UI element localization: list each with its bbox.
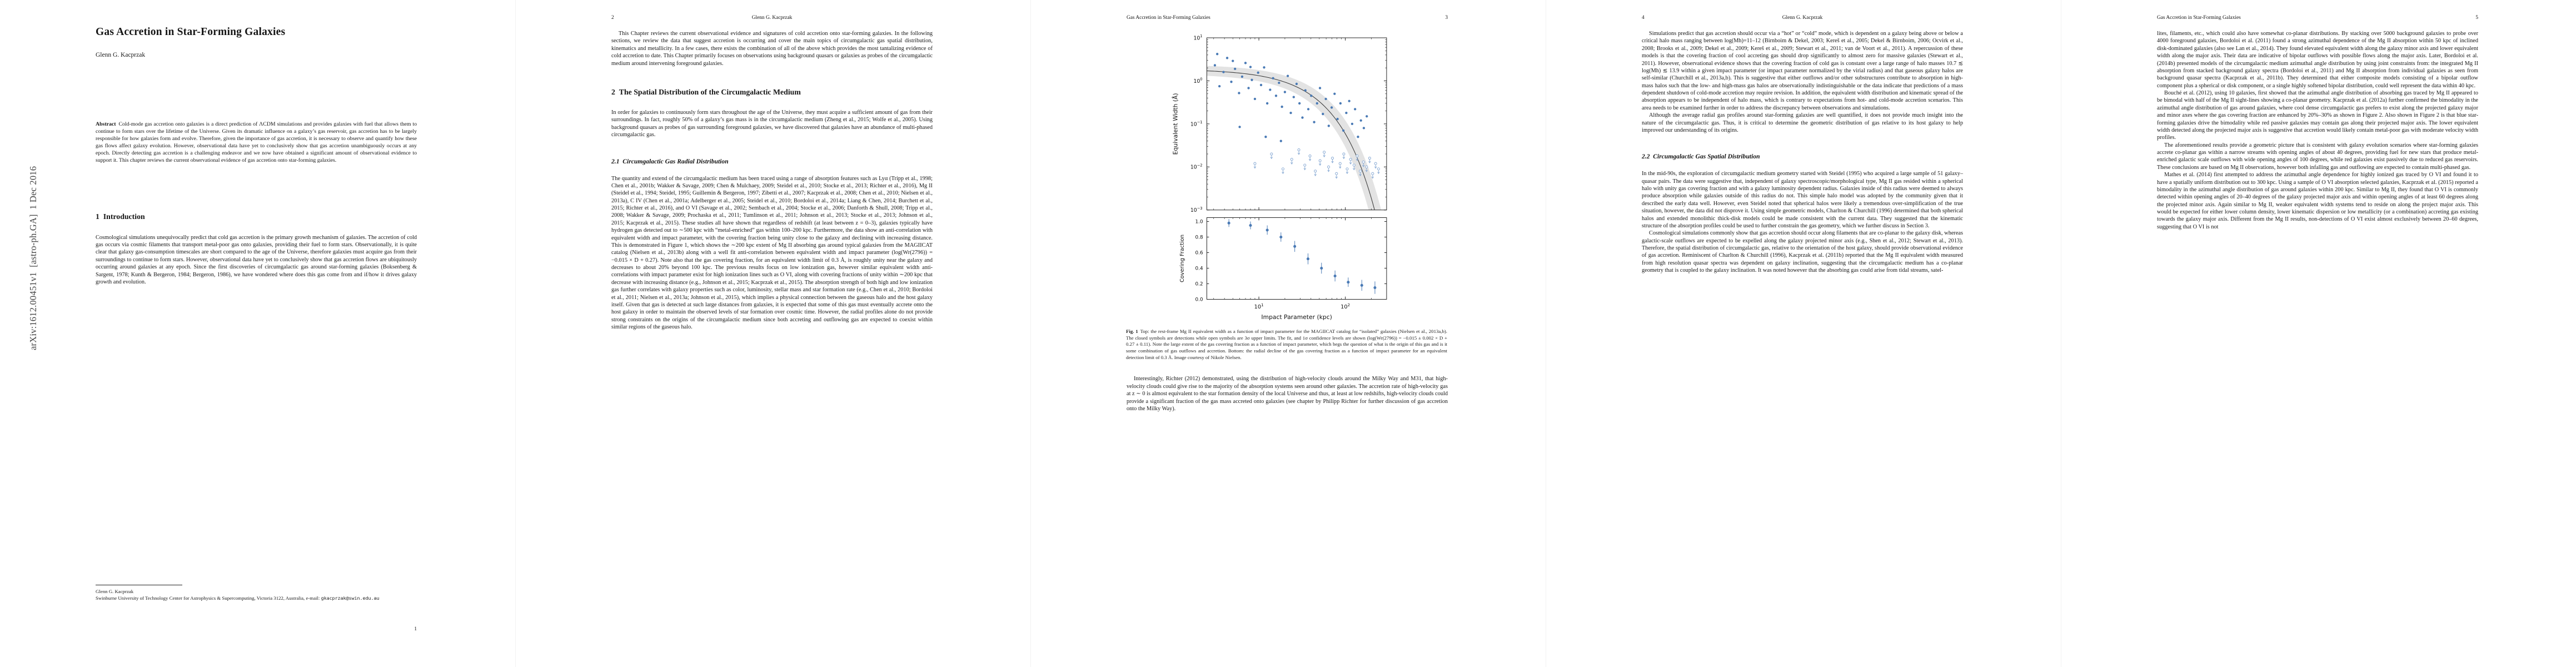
svg-text:1.0: 1.0 — [1195, 219, 1203, 225]
paragraph: Interestingly, Richter (2012) demonstrat… — [1127, 376, 1448, 412]
paragraph: Cosmological simulations commonly show t… — [1642, 230, 1963, 274]
svg-text:10−1: 10−1 — [1190, 120, 1203, 127]
running-head-title: Gas Accretion in Star-Forming Galaxies — [2157, 15, 2241, 21]
paragraph: The aforementioned results provide a geo… — [2157, 142, 2478, 171]
figure-1-caption: Fig. 1 Top: the rest-frame Mg II equivale… — [1126, 328, 1447, 361]
running-head-title: Gas Accretion in Star-Forming Galaxies — [1127, 15, 1210, 21]
svg-text:0.4: 0.4 — [1195, 266, 1203, 271]
figure-1: 101 102 101 100 10−1 10−2 10−3 0.0 0.2 0.4 0.6 0.8 1… — [1126, 30, 1447, 361]
footnote-author: Glenn G. Kacprzak — [96, 589, 134, 594]
paragraph: Simulations predict that gas accretion s… — [1642, 31, 1963, 111]
paragraph: In order for galaxies to continuously fo… — [611, 109, 933, 138]
running-head: Gas Accretion in Star-Forming Galaxies 3 — [1127, 15, 1448, 21]
svg-text:10−2: 10−2 — [1190, 163, 1203, 170]
running-head: 2 Glenn G. Kacprzak — [611, 15, 933, 21]
svg-text:100: 100 — [1193, 77, 1202, 84]
paragraph: lites, filaments, etc., which could also… — [2157, 31, 2478, 89]
author-email-link[interactable]: gkacprzak@swin.edu.au — [321, 595, 380, 601]
page-3: Gas Accretion in Star-Forming Galaxies 3… — [1030, 0, 1546, 667]
section-1-heading: 1 Introduction — [96, 212, 145, 221]
page-2-text-block: This Chapter reviews the current observa… — [611, 30, 933, 331]
running-head-page-number: 2 — [611, 15, 614, 21]
author-footnote: Glenn G. Kacprzak Swinburne University o… — [96, 585, 417, 602]
paragraph: Although the average radial gas profiles… — [1642, 112, 1963, 133]
svg-text:0.8: 0.8 — [1195, 235, 1203, 240]
section-2-heading: 2 The Spatial Distribution of the Circum… — [611, 87, 801, 96]
author-name: Glenn G. Kacprzak — [96, 52, 146, 59]
page-2: 2 Glenn G. Kacprzak This Chapter reviews… — [515, 0, 1030, 667]
paragraph: This Chapter reviews the current observa… — [611, 31, 933, 67]
running-head-page-number: 4 — [1642, 15, 1645, 21]
section-2-2-heading: 2.2 Circumgalactic Gas Spatial Distribut… — [1642, 153, 1760, 161]
page-5: Gas Accretion in Star-Forming Galaxies 5… — [2061, 0, 2576, 667]
figure1-plot: 101 102 101 100 10−1 10−2 10−3 0.0 0.2 0.4 0.6 0.8 1… — [1172, 34, 1387, 321]
running-head-author: Glenn G. Kacprzak — [1782, 15, 1823, 21]
svg-text:102: 102 — [1341, 302, 1350, 310]
running-head-author: Glenn G. Kacprzak — [751, 15, 793, 21]
footnote-affiliation: Swinburne University of Technology Cente… — [96, 595, 417, 602]
page-3-text-block: 101 102 101 100 10−1 10−2 10−3 0.0 0.2 0.4 0.6 0.8 1… — [1126, 30, 1448, 412]
svg-text:Covering Fraction: Covering Fraction — [1179, 235, 1185, 282]
svg-text:Equivalent Width (Å): Equivalent Width (Å) — [1172, 93, 1179, 155]
running-head-page-number: 3 — [1445, 15, 1448, 21]
arxiv-watermark: arXiv:1612.00451v1 [astro-ph.GA] 1 Dec 2… — [28, 166, 38, 350]
svg-text:0.2: 0.2 — [1195, 281, 1203, 287]
footnote-affiliation-text: Swinburne University of Technology Cente… — [96, 595, 321, 601]
paragraph: The quantity and extend of the circumgal… — [611, 175, 933, 331]
figure-caption-text: Top: the rest-frame Mg II equivalent wid… — [1126, 328, 1447, 360]
svg-text:101: 101 — [1193, 34, 1202, 41]
svg-text:0.6: 0.6 — [1195, 250, 1203, 256]
abstract-label: Abstract — [96, 121, 116, 128]
paragraph: In the mid-90s, the exploration of circu… — [1642, 171, 1963, 229]
running-head-page-number: 5 — [2475, 15, 2478, 21]
paragraph: Mathes et al. (2014) first attempted to … — [2157, 172, 2478, 230]
running-head: 4 Glenn G. Kacprzak — [1642, 15, 1963, 21]
page-4: 4 Glenn G. Kacprzak Simulations predict … — [1546, 0, 2061, 667]
abstract-text: Cold-mode gas accretion onto galaxies is… — [96, 121, 417, 164]
abstract: Abstract Cold-mode gas accretion onto gal… — [96, 121, 417, 164]
page-1: arXiv:1612.00451v1 [astro-ph.GA] 1 Dec 2… — [0, 0, 515, 667]
page-number: 1 — [414, 626, 417, 632]
svg-text:0.0: 0.0 — [1195, 297, 1203, 302]
paragraph: Bouché et al. (2012), using 10 galaxies,… — [2157, 90, 2478, 141]
figure-caption-label: Fig. 1 — [1126, 328, 1138, 334]
intro-paragraph: Cosmological simulations unequivocally p… — [96, 234, 417, 285]
svg-text:101: 101 — [1254, 302, 1264, 310]
section-2-1-heading: 2.1 Circumgalactic Gas Radial Distributi… — [611, 157, 729, 165]
svg-text:10−3: 10−3 — [1190, 206, 1203, 213]
page-5-text-block: lites, filaments, etc., which could also… — [2157, 30, 2478, 231]
running-head: Gas Accretion in Star-Forming Galaxies 5 — [2157, 15, 2478, 21]
page-4-text-block: Simulations predict that gas accretion s… — [1642, 30, 1963, 275]
page-1-text-block: Gas Accretion in Star-Forming Galaxies G… — [96, 0, 417, 286]
chapter-title: Gas Accretion in Star-Forming Galaxies — [96, 26, 286, 38]
svg-text:Impact Parameter (kpc): Impact Parameter (kpc) — [1261, 313, 1332, 321]
